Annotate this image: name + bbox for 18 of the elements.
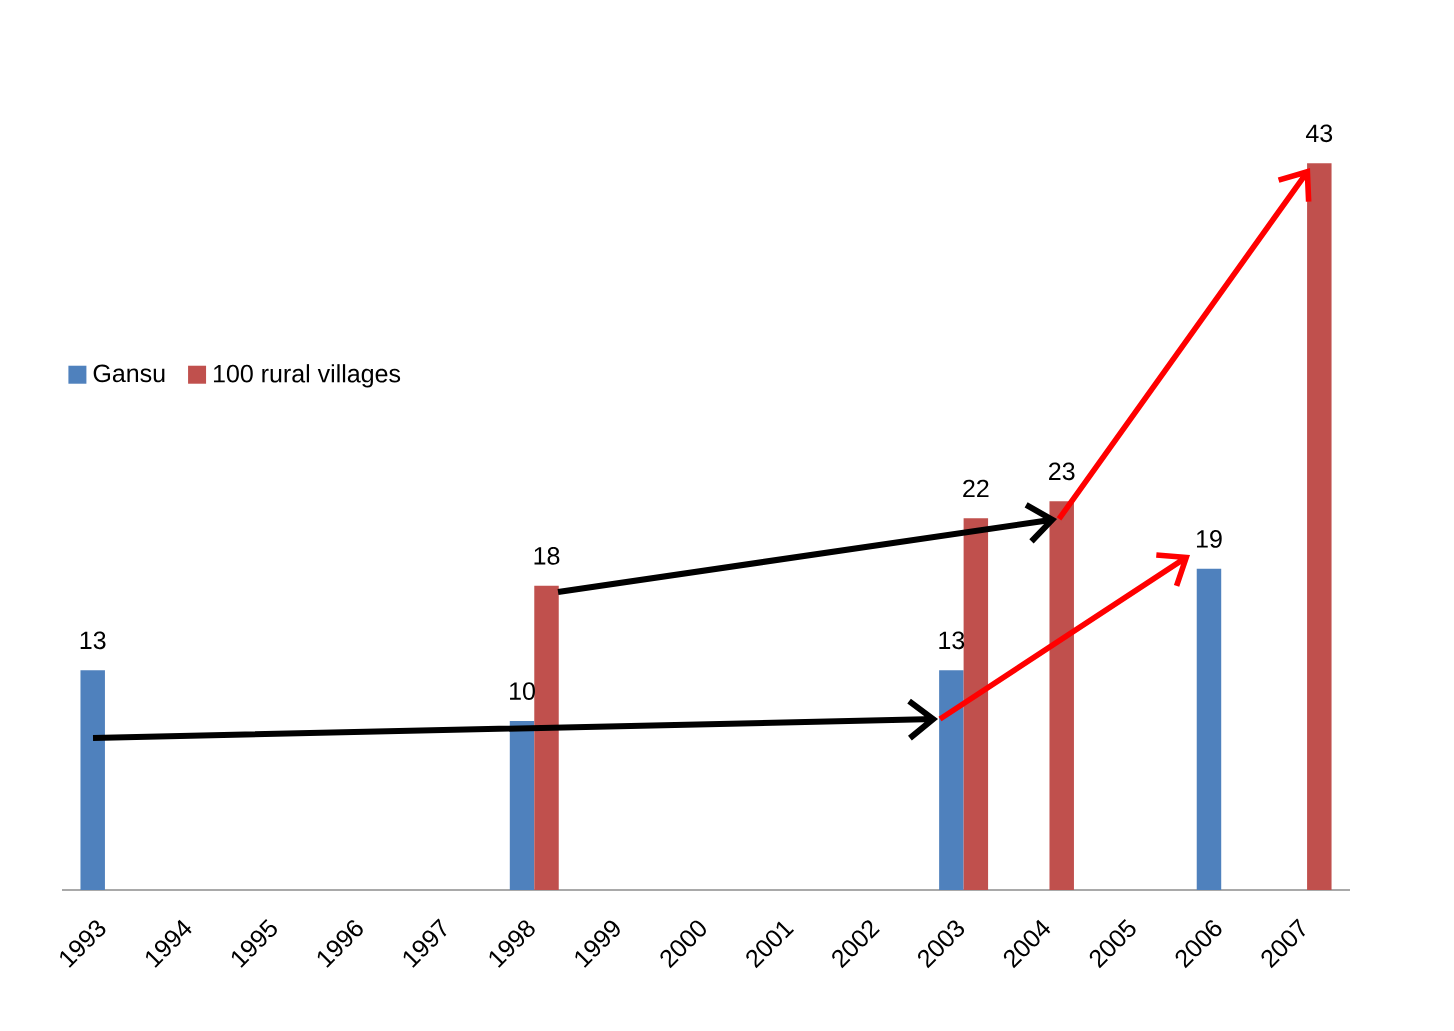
data-label: 22 [963, 479, 989, 498]
data-label: 43 [1305, 124, 1333, 143]
data-label: 13 [939, 631, 965, 650]
data-label: 10 [510, 682, 535, 700]
bar [939, 670, 964, 890]
bar [534, 585, 559, 890]
data-label: 18 [534, 547, 560, 565]
bar [509, 720, 535, 890]
legend-label: Gansu [93, 364, 165, 383]
bar [1196, 568, 1222, 890]
legend-label: 100 rural villages [213, 364, 401, 388]
bar [80, 670, 105, 890]
bar [1049, 501, 1074, 890]
data-label: 19 [1196, 530, 1222, 548]
bar [1307, 163, 1332, 890]
data-label: 23 [1049, 462, 1075, 481]
bar [963, 518, 989, 890]
data-label: 13 [80, 631, 106, 650]
